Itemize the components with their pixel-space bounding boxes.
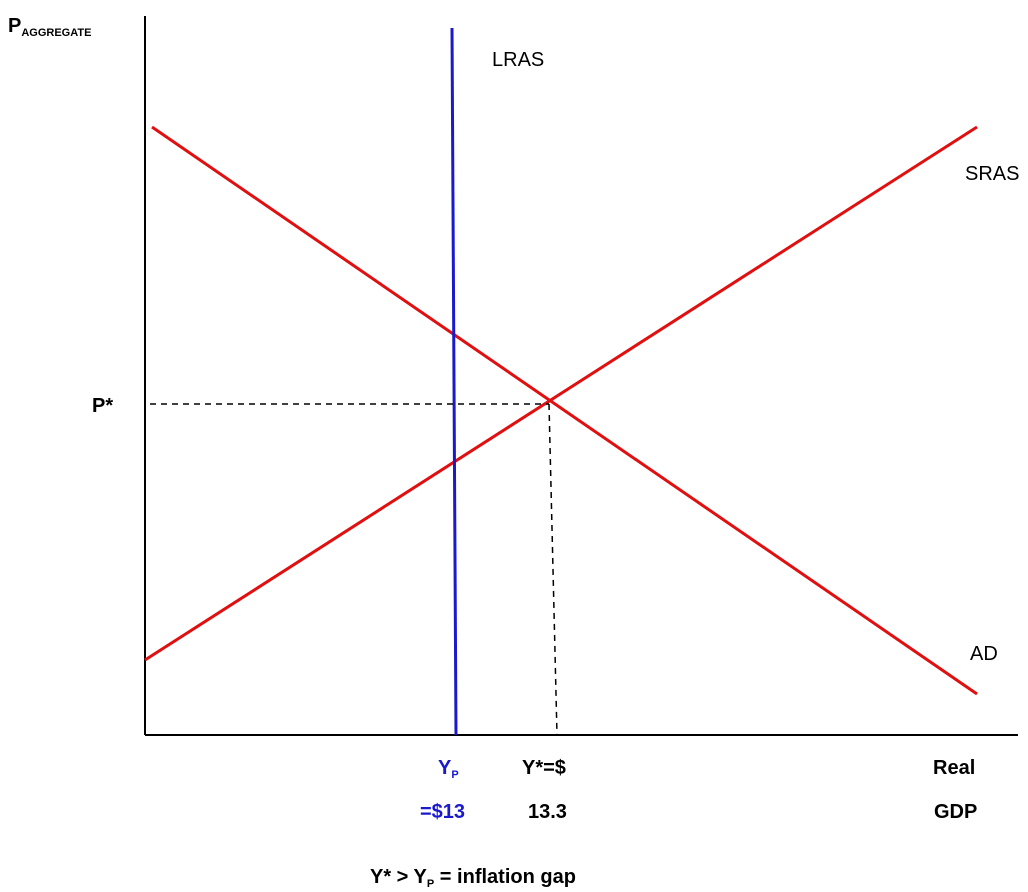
equilibrium-output-value: 13.3	[528, 801, 567, 823]
x-axis-label-line1: Real	[933, 757, 976, 779]
y-axis-label-main: P	[8, 15, 22, 37]
equilibrium-price-label: P*	[92, 395, 114, 417]
sras-curve	[144, 125, 978, 662]
caption: Y* > YP = inflation gap	[370, 865, 576, 890]
lras-curve	[450, 27, 458, 736]
equilibrium-output-guide	[548, 403, 558, 736]
potential-output-label-sub: P	[451, 769, 459, 781]
caption-part2: = inflation gap	[434, 866, 576, 888]
ad-label: AD	[970, 643, 998, 665]
x-axis-label-line2: GDP	[934, 801, 978, 823]
y-axis-label-sub: AGGREGATE	[21, 27, 92, 39]
equilibrium-output-label: Y*=$	[522, 757, 566, 779]
potential-output-value: =$13	[420, 801, 466, 823]
potential-output-label-main: Y	[438, 757, 452, 779]
y-axis-label: PAGGREGATE	[8, 14, 92, 39]
ad-curve	[151, 125, 978, 696]
potential-output-label: YP	[438, 756, 459, 781]
lras-label: LRAS	[492, 49, 545, 71]
caption-part1: Y* > Y	[370, 866, 427, 888]
caption-sub: P	[426, 878, 435, 890]
sras-label: SRAS	[965, 163, 1020, 185]
